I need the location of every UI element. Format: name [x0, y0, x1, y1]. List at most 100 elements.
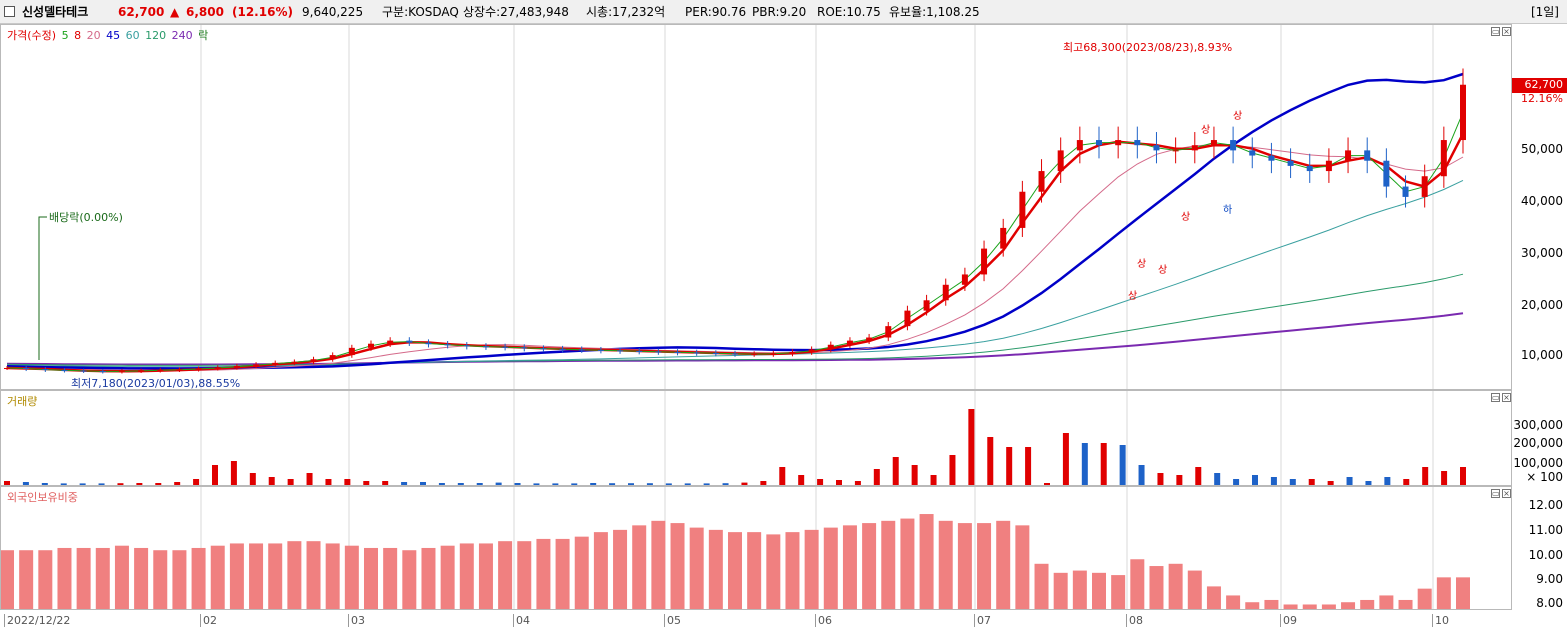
candle-body: [42, 369, 49, 371]
foreign-ratio-bar: [881, 520, 896, 609]
candle-body: [1134, 140, 1141, 146]
y-tick: 12.00: [1528, 498, 1563, 512]
volume-panel[interactable]: 거래량 ▭ ×: [0, 390, 1512, 486]
candle-body: [866, 337, 873, 341]
listed-shares: 상장수:27,483,948: [463, 5, 569, 19]
volume-bar: [873, 469, 880, 485]
limit-down-mark: 하: [1223, 205, 1233, 216]
candle-body: [1364, 150, 1371, 161]
foreign-ratio-bar: [1206, 586, 1221, 609]
candle-body: [444, 344, 451, 346]
foreign-ratio-bar: [747, 532, 762, 609]
foreign-ratio-bar: [517, 541, 532, 609]
volume-bar: [117, 483, 124, 485]
volume-bar: [98, 483, 105, 485]
x-tick: 04: [513, 614, 530, 627]
x-tick: 2022/12/22: [4, 614, 70, 627]
foreign-ratio-bar: [1072, 570, 1087, 609]
foreign-ratio-bar: [632, 525, 647, 609]
candle-body: [559, 348, 566, 350]
foreign-ratio-bar: [478, 543, 493, 609]
candle-body: [1019, 191, 1026, 228]
panel-close-button[interactable]: ×: [1502, 27, 1511, 36]
foreign-ratio-bar: [383, 547, 398, 609]
candle-body: [99, 371, 106, 373]
x-tick: 05: [664, 614, 681, 627]
volume-bar: [306, 473, 313, 485]
foreign-ratio-bar: [306, 541, 321, 609]
high-price-note: 최고68,300(2023/08/23),8.93%: [1063, 41, 1233, 54]
foreign-ratio-bar: [1092, 572, 1106, 609]
volume-bar: [722, 483, 729, 485]
candle-body: [310, 359, 317, 362]
candle-body: [827, 344, 834, 350]
period-selector[interactable]: [1일]: [1530, 5, 1559, 19]
foreign-ratio-bar: [670, 523, 685, 609]
volume-bar: [287, 479, 294, 485]
volume-bar: [930, 475, 937, 485]
stock-name[interactable]: 신성델타테크: [22, 5, 89, 19]
foreign-ratio-bar: [574, 536, 589, 609]
volume-bar: [1384, 477, 1391, 485]
price-y-axis: 62,700 12.16% 50,000 40,000 30,000 20,00…: [1512, 24, 1567, 390]
dividend-marker-line: [38, 216, 47, 360]
panel-close-button[interactable]: ×: [1502, 393, 1511, 402]
candle-body: [406, 340, 413, 343]
volume-bar: [1044, 483, 1050, 485]
price-change-pct: (12.16%): [232, 5, 293, 19]
select-checkbox[interactable]: [4, 6, 15, 17]
candle-body: [942, 284, 949, 301]
volume-bar: [401, 482, 408, 485]
panel-close-button[interactable]: ×: [1502, 489, 1511, 498]
candle-body: [540, 348, 547, 350]
foreign-ratio-bar: [900, 518, 915, 609]
ma20-legend: 20: [86, 29, 101, 42]
candle-body: [904, 310, 911, 327]
foreign-ratio-bar: [728, 532, 742, 609]
moving-average-line: [6, 179, 1464, 368]
volume-bar: [212, 465, 218, 485]
volume-bar: [609, 483, 616, 485]
foreign-ratio-bar: [1302, 604, 1317, 609]
price-panel[interactable]: 가격(수정) 5 8 20 45 60 120 240 락 ▭ × 최고68,3…: [0, 24, 1512, 390]
moving-average-line: [6, 112, 1464, 372]
volume-bar: [1403, 479, 1410, 485]
foreign-ratio-bar: [229, 543, 244, 609]
candle-body: [1421, 176, 1428, 197]
foreign-ratio-bar: [862, 523, 877, 609]
moving-average-line: [6, 144, 1464, 372]
candle-body: [751, 354, 758, 356]
panel-minimize-button[interactable]: ▭: [1491, 27, 1500, 36]
price-change: 6,800: [186, 5, 224, 19]
y-tick: × 100: [1526, 470, 1563, 484]
volume-bar: [325, 479, 332, 485]
y-tick: 8.00: [1536, 596, 1563, 610]
x-tick: 06: [815, 614, 832, 627]
candle-body: [387, 340, 394, 344]
panel-minimize-button[interactable]: ▭: [1491, 489, 1500, 498]
foreign-ratio-bar: [1398, 599, 1413, 609]
candle-body: [1249, 150, 1256, 156]
per-value: PER:90.76: [685, 5, 747, 19]
volume-bar: [817, 479, 824, 485]
foreign-ratio-bar: [172, 550, 187, 609]
panel-minimize-button[interactable]: ▭: [1491, 393, 1500, 402]
volume-bar: [1270, 477, 1277, 485]
volume-bar: [646, 483, 653, 485]
candle-body: [846, 340, 853, 345]
candle-body: [1345, 150, 1352, 161]
x-tick: 07: [974, 614, 991, 627]
up-arrow-icon: ▲: [170, 5, 180, 19]
foreign-ratio-bar: [344, 545, 359, 609]
foreign-ratio-bar: [95, 547, 110, 609]
candle-body: [885, 326, 892, 338]
x-tick: 10: [1432, 614, 1449, 627]
limit-up-mark: 상: [1233, 111, 1243, 122]
candle-body: [348, 347, 355, 356]
volume-bar: [1176, 475, 1183, 485]
volume-bar: [268, 477, 275, 485]
foreign-ownership-panel[interactable]: 외국인보유비중 ▭ ×: [0, 486, 1512, 610]
candle-body: [368, 343, 374, 348]
foreign-ratio-bar: [114, 545, 129, 609]
candle-body: [655, 351, 662, 353]
